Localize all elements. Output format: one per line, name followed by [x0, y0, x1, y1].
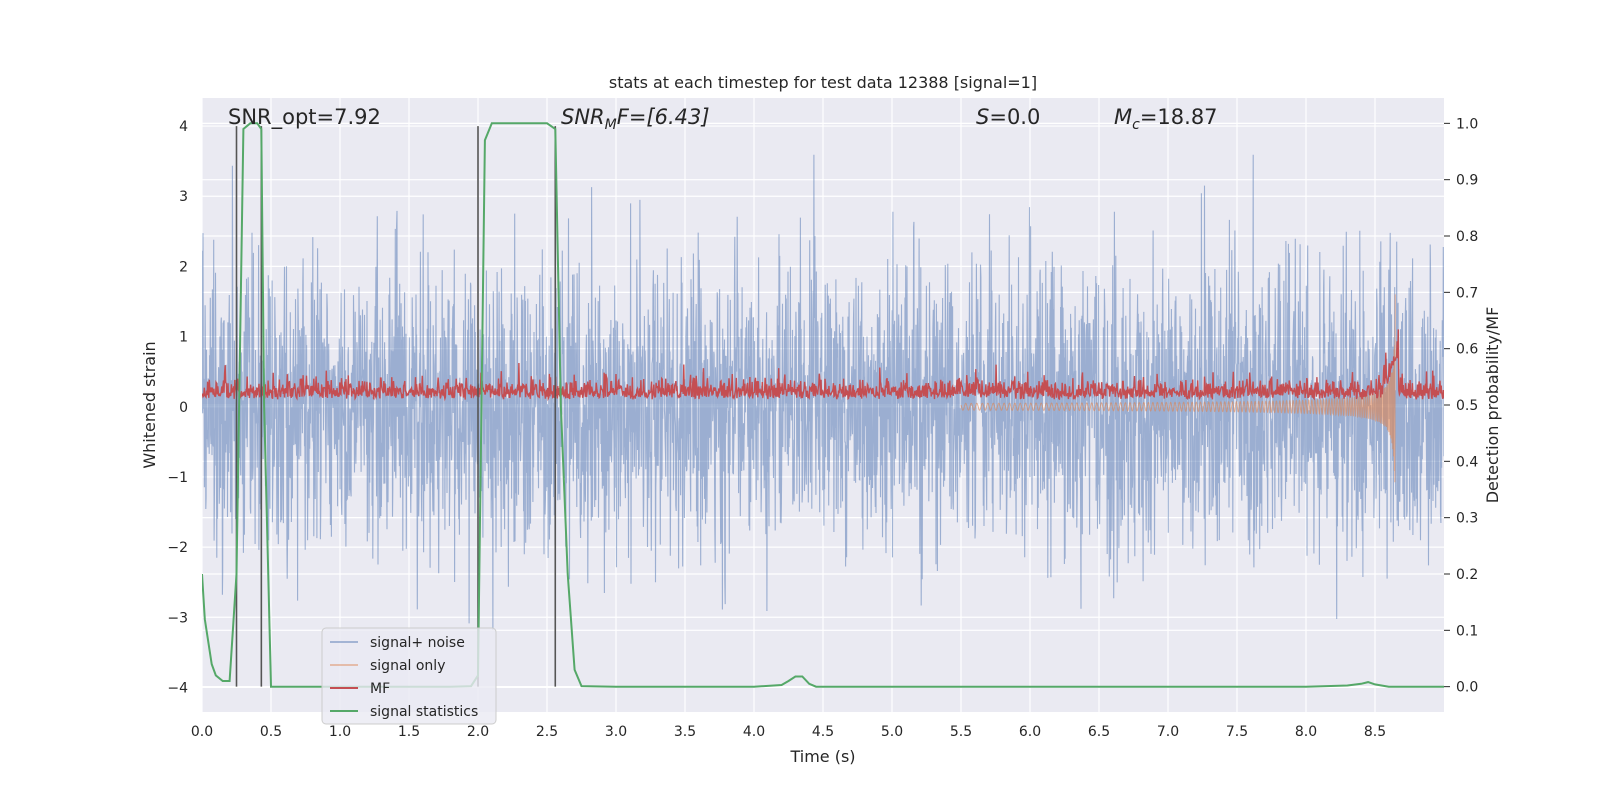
y-right-tick-label: 0.3: [1456, 511, 1478, 527]
y-right-tick-label: 1.0: [1456, 116, 1478, 132]
x-tick-label: 1.0: [329, 724, 351, 740]
x-tick-labels: 0.0 0.5 1.0 1.5 2.0 2.5 3.0 3.5 4.0 4.5 5.0 5.5 6.0 6…: [191, 724, 1386, 740]
chart-title: stats at each timestep for test data 123…: [609, 73, 1037, 92]
y-left-tick-label: −1: [167, 470, 188, 486]
y-left-tick-label: −3: [167, 610, 188, 626]
snr-mf-annotation: SNRMF=[6.43]: [561, 105, 710, 133]
legend-label: MF: [370, 681, 390, 697]
legend-label: signal statistics: [370, 704, 478, 720]
y-right-tick-label: 0.1: [1456, 623, 1478, 639]
y-right-tick-label: 0.6: [1456, 342, 1478, 358]
mc-annotation: Mc=18.87: [1114, 105, 1218, 133]
snr-opt-annotation: SNR_opt=7.92: [228, 105, 381, 130]
x-tick-label: 2.0: [467, 724, 489, 740]
y-left-tick-label: 4: [179, 119, 188, 135]
y-right-tick-label: 0.8: [1456, 229, 1478, 245]
y-left-tick-label: −2: [167, 540, 188, 556]
y-right-tick-label: 0.5: [1456, 398, 1478, 414]
x-tick-label: 0.5: [260, 724, 282, 740]
y-right-tick-label: 0.4: [1456, 454, 1478, 470]
x-tick-label: 4.0: [743, 724, 765, 740]
y-left-tick-label: 2: [179, 259, 188, 275]
legend: signal+ noise signal only MF signal statist…: [321, 627, 497, 725]
y-right-tick-label: 0.2: [1456, 567, 1478, 583]
series-mf: [202, 329, 1444, 402]
y-left-tick-labels: 4 3 2 1 0 −1 −2 −3 −4: [167, 119, 188, 696]
y-left-tick-label: 3: [179, 189, 188, 205]
y-right-tick-label: 0.9: [1456, 173, 1478, 189]
y-right-axis-label: Detection probability/MF: [1483, 307, 1502, 504]
x-tick-label: 6.5: [1088, 724, 1110, 740]
x-tick-label: 4.5: [812, 724, 834, 740]
y-right-tick-label: 0.0: [1456, 680, 1478, 696]
x-tick-label: 0.0: [191, 724, 213, 740]
x-tick-label: 3.5: [674, 724, 696, 740]
legend-box: [321, 627, 497, 725]
x-tick-label: 5.0: [881, 724, 903, 740]
x-axis-label: Time (s): [789, 747, 855, 766]
x-tick-label: 1.5: [398, 724, 420, 740]
x-tick-label: 7.5: [1226, 724, 1248, 740]
y-right-tick-labels: 1.0 0.9 0.8 0.7 0.6 0.5 0.4 0.3 0.2 0.1 0.0: [1444, 116, 1478, 696]
x-tick-label: 2.5: [536, 724, 558, 740]
y-left-tick-label: 1: [179, 330, 188, 346]
x-tick-label: 7.0: [1157, 724, 1179, 740]
x-tick-label: 8.0: [1295, 724, 1317, 740]
series-signal-statistics: [202, 122, 1444, 688]
x-tick-label: 5.5: [950, 724, 972, 740]
x-tick-label: 3.0: [605, 724, 627, 740]
s-annotation: S=0.0: [976, 105, 1040, 129]
y-right-tick-label: 0.7: [1456, 285, 1478, 301]
legend-label: signal+ noise: [370, 635, 465, 651]
y-left-axis-label: Whitened strain: [140, 341, 159, 468]
series-signal-noise: [202, 154, 1444, 630]
series-signal-only: [960, 294, 1396, 483]
x-tick-label: 6.0: [1019, 724, 1041, 740]
legend-label: signal only: [370, 658, 445, 674]
y-left-tick-label: 0: [179, 400, 188, 416]
x-tick-label: 8.5: [1364, 724, 1386, 740]
y-left-tick-label: −4: [167, 680, 188, 696]
